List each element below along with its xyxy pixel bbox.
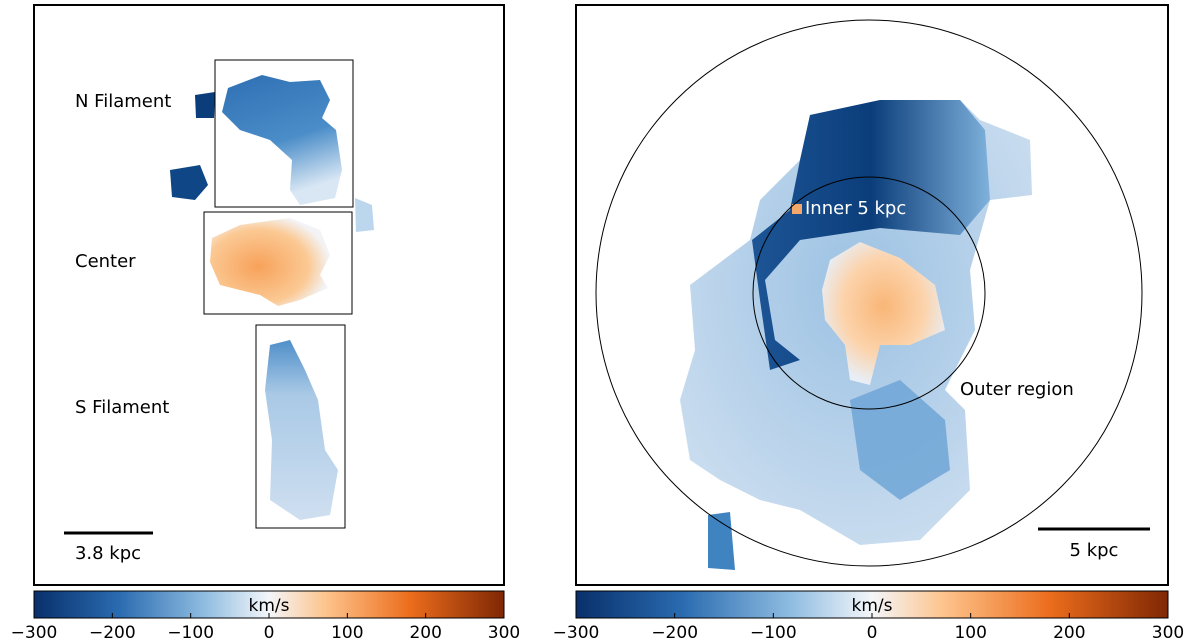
velocity-map (752, 100, 990, 370)
region-label: S Filament (75, 397, 169, 418)
colorbar-label: km/s (249, 596, 290, 616)
region-label: Inner 5 kpc (805, 198, 906, 219)
colorbar-tick-label: 100 (954, 623, 986, 643)
colorbar-tick-label: 200 (409, 623, 441, 643)
inner-circle (752, 176, 986, 410)
colorbar-tick-label: 0 (867, 623, 878, 643)
colorbar-tick-label: −100 (750, 623, 797, 643)
colorbar-tick-label: −300 (11, 623, 58, 643)
velocity-map (195, 92, 215, 118)
region-box (214, 59, 354, 208)
region-label: N Filament (75, 91, 171, 112)
colorbar-tick-label: 300 (1152, 623, 1184, 643)
region-label: Center (75, 251, 136, 272)
region-box (203, 211, 353, 315)
colorbar-tick-label: 100 (331, 623, 363, 643)
velocity-map (210, 218, 330, 306)
region-label: Outer region (960, 379, 1074, 400)
colorbar-tick-label: 300 (488, 623, 520, 643)
scale-bar-label: 5 kpc (1070, 540, 1119, 561)
velocity-map (792, 204, 802, 214)
right-panel: Inner 5 kpc Outer region 5 kpc (575, 4, 1169, 586)
colorbar-tick-label: −200 (651, 623, 698, 643)
colorbar-tick-label: −100 (167, 623, 214, 643)
outer-circle (595, 19, 1143, 567)
velocity-map (822, 242, 945, 385)
velocity-map (170, 165, 208, 200)
velocity-map (850, 380, 950, 500)
colorbar-tick-label: −300 (553, 623, 600, 643)
colorbar-tick-label: 200 (1053, 623, 1085, 643)
colorbar-tick-label: −200 (89, 623, 136, 643)
velocity-map (355, 198, 374, 232)
colorbar-tick-label: 0 (264, 623, 275, 643)
colorbar-label: km/s (852, 596, 893, 616)
region-box (255, 324, 346, 529)
left-panel: N Filament Center S Filament 3.8 kpc (33, 4, 505, 586)
scale-bar-label: 3.8 kpc (75, 543, 141, 564)
velocity-map (222, 75, 342, 205)
velocity-map (265, 340, 338, 520)
